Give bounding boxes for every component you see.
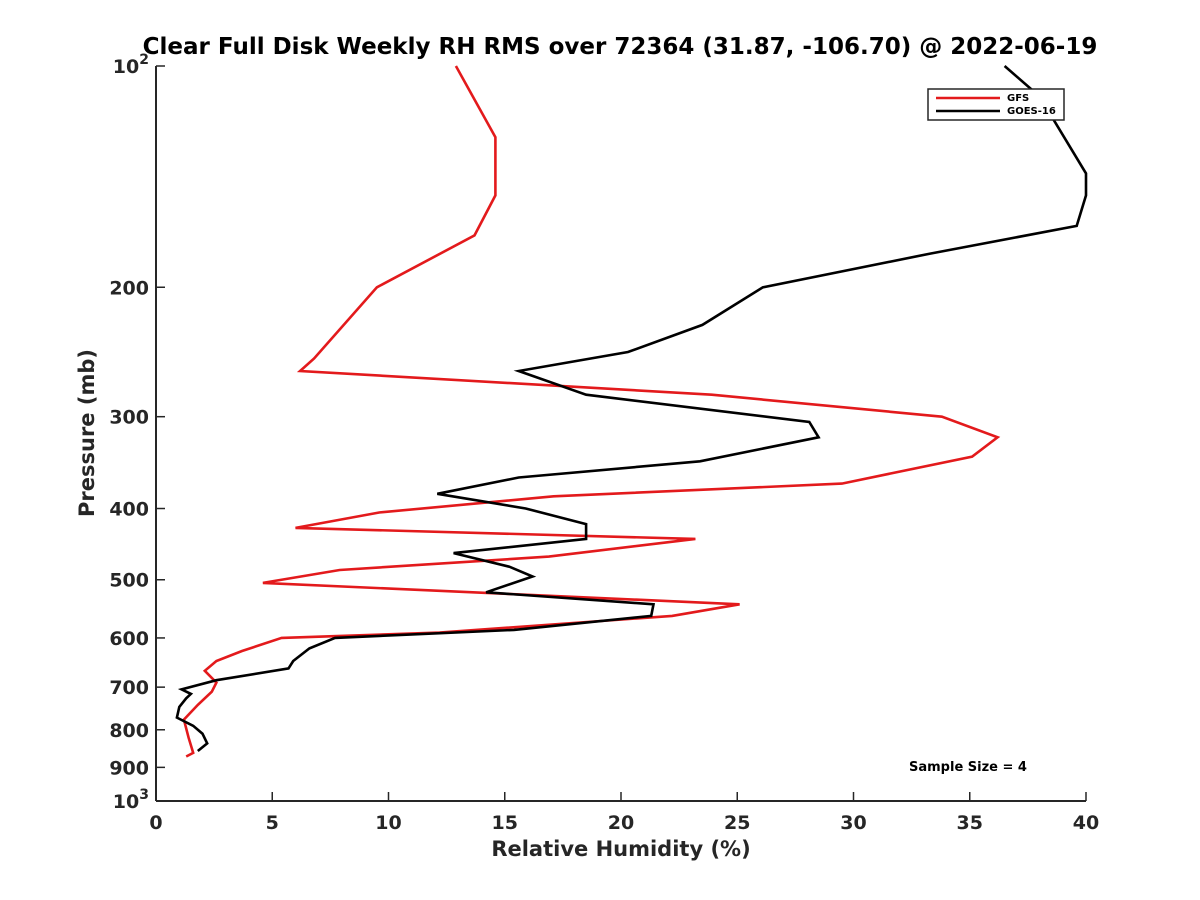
x-tick-label: 0 (149, 812, 162, 834)
y-tick-label: 800 (109, 720, 149, 742)
x-tick-label: 5 (266, 812, 279, 834)
y-tick-label: 200 (109, 277, 149, 299)
y-tick-label: 103 (113, 787, 149, 813)
y-tick-label: 700 (109, 677, 149, 699)
x-tick-label: 10 (375, 812, 401, 834)
y-tick-label: 900 (109, 757, 149, 779)
series-lines (175, 65, 1088, 758)
x-tick-label: 35 (957, 812, 983, 834)
chart-title: Clear Full Disk Weekly RH RMS over 72364… (143, 34, 1098, 60)
legend-label-gfs: GFS (1007, 93, 1029, 104)
x-tick-label: 20 (608, 812, 634, 834)
x-tick-label: 30 (840, 812, 866, 834)
legend-label-goes16: GOES-16 (1007, 106, 1056, 117)
series-line-gfs (182, 65, 1001, 758)
x-ticks: 0 5 10 15 20 25 30 35 40 (149, 792, 1099, 834)
y-tick-label: 102 (113, 52, 149, 78)
x-tick-label: 25 (724, 812, 750, 834)
series-line-goes16 (175, 65, 1088, 753)
y-tick-label: 400 (109, 499, 149, 521)
y-tick-label: 600 (109, 628, 149, 650)
legend: GFS GOES-16 (927, 88, 1065, 121)
legend-box (927, 88, 1065, 121)
x-axis-title: Relative Humidity (%) (491, 837, 750, 861)
y-tick-label: 300 (109, 407, 149, 429)
x-tick-label: 40 (1073, 812, 1099, 834)
y-tick-label: 500 (109, 570, 149, 592)
x-tick-label: 15 (492, 812, 518, 834)
y-axis-title: Pressure (mb) (75, 349, 99, 517)
sample-size-annotation: Sample Size = 4 (909, 760, 1027, 775)
y-ticks: 102 200 300 400 500 600 700 800 900 103 (109, 52, 165, 813)
